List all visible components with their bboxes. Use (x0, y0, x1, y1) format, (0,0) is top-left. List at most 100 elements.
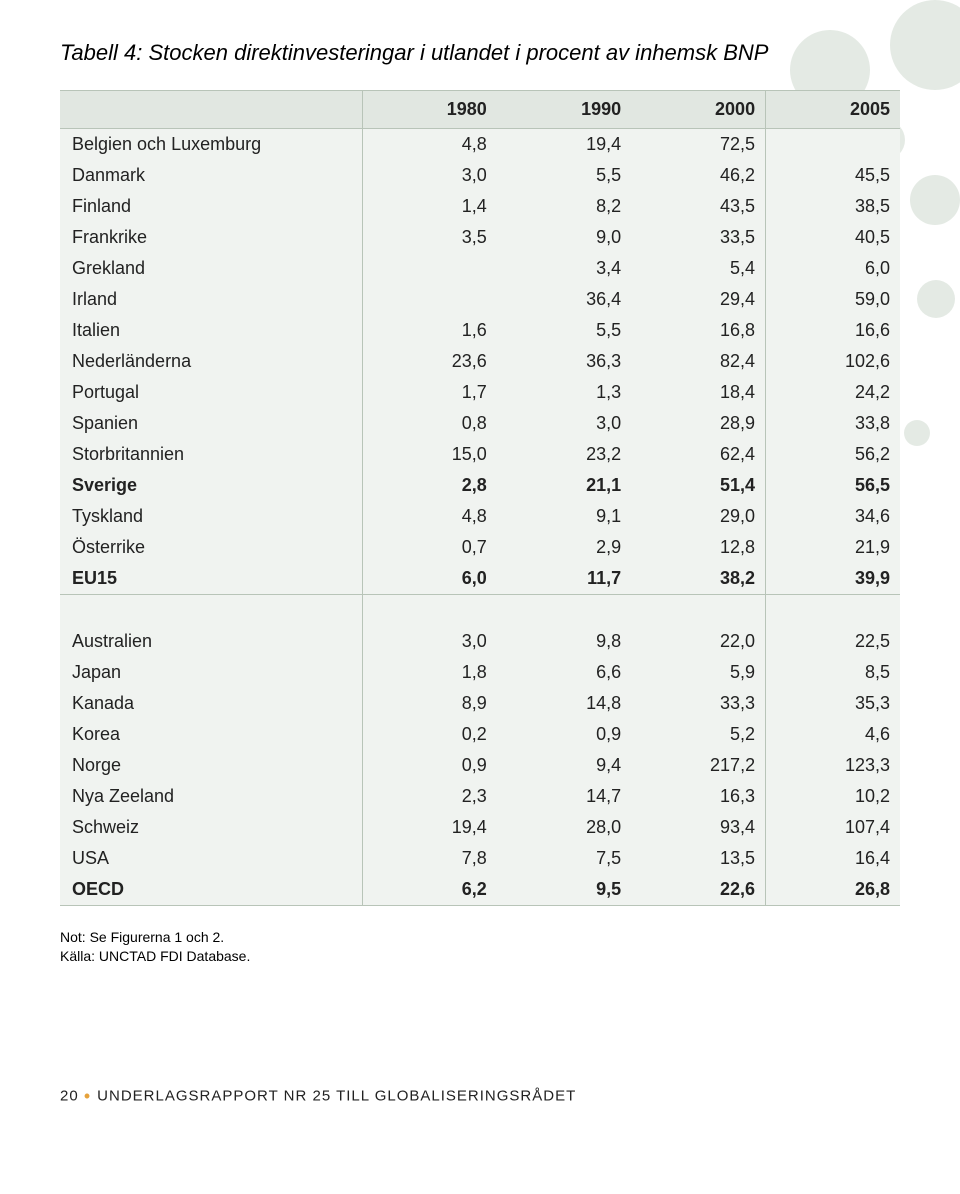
footer-dot-icon: • (84, 1086, 97, 1106)
cell-value: 59,0 (766, 284, 900, 315)
cell-value: 16,3 (631, 781, 765, 812)
cell-value: 62,4 (631, 439, 765, 470)
cell-value: 7,5 (497, 843, 631, 874)
cell-value: 38,5 (766, 191, 900, 222)
cell-value: 8,9 (362, 688, 496, 719)
table-row: Spanien0,83,028,933,8 (60, 408, 900, 439)
row-label: Schweiz (60, 812, 362, 843)
table-row: Österrike0,72,912,821,9 (60, 532, 900, 563)
cell-value: 5,5 (497, 315, 631, 346)
data-table: 1980 1990 2000 2005 Belgien och Luxembur… (60, 90, 900, 906)
cell-value: 40,5 (766, 222, 900, 253)
cell-value: 15,0 (362, 439, 496, 470)
cell-value: 33,5 (631, 222, 765, 253)
footer-text: UNDERLAGSRAPPORT NR 25 TILL GLOBALISERIN… (97, 1087, 576, 1104)
cell-value: 1,3 (497, 377, 631, 408)
cell-value: 14,8 (497, 688, 631, 719)
table-row: Sverige2,821,151,456,5 (60, 470, 900, 501)
col-country (60, 91, 362, 129)
cell-value: 14,7 (497, 781, 631, 812)
row-label: Sverige (60, 470, 362, 501)
cell-value: 22,6 (631, 874, 765, 906)
row-label: Danmark (60, 160, 362, 191)
cell-value: 28,9 (631, 408, 765, 439)
cell-value: 1,4 (362, 191, 496, 222)
table-header-row: 1980 1990 2000 2005 (60, 91, 900, 129)
cell-value: 22,5 (766, 626, 900, 657)
row-label: Frankrike (60, 222, 362, 253)
cell-value: 21,1 (497, 470, 631, 501)
cell-value: 28,0 (497, 812, 631, 843)
col-1980: 1980 (362, 91, 496, 129)
cell-value: 2,8 (362, 470, 496, 501)
cell-value: 0,9 (362, 750, 496, 781)
table-row: Australien3,09,822,022,5 (60, 626, 900, 657)
table-notes: Not: Se Figurerna 1 och 2. Källa: UNCTAD… (60, 928, 900, 966)
cell-value: 12,8 (631, 532, 765, 563)
table-row: Danmark3,05,546,245,5 (60, 160, 900, 191)
spacer-row (60, 595, 900, 627)
cell-value: 102,6 (766, 346, 900, 377)
cell-value: 39,9 (766, 563, 900, 595)
cell-value: 46,2 (631, 160, 765, 191)
cell-value: 18,4 (631, 377, 765, 408)
table-row: Grekland3,45,46,0 (60, 253, 900, 284)
table-row: Kanada8,914,833,335,3 (60, 688, 900, 719)
spacer-cell (60, 595, 362, 627)
table-row: Korea0,20,95,24,6 (60, 719, 900, 750)
cell-value (766, 129, 900, 161)
cell-value: 9,4 (497, 750, 631, 781)
row-label: Japan (60, 657, 362, 688)
cell-value: 43,5 (631, 191, 765, 222)
cell-value: 56,5 (766, 470, 900, 501)
spacer-cell (497, 595, 631, 627)
cell-value: 16,4 (766, 843, 900, 874)
cell-value: 0,7 (362, 532, 496, 563)
cell-value: 3,5 (362, 222, 496, 253)
col-1990: 1990 (497, 91, 631, 129)
row-label: Kanada (60, 688, 362, 719)
cell-value: 10,2 (766, 781, 900, 812)
row-label: Finland (60, 191, 362, 222)
cell-value: 29,0 (631, 501, 765, 532)
cell-value: 0,9 (497, 719, 631, 750)
table-row: Japan1,86,65,98,5 (60, 657, 900, 688)
row-label: Korea (60, 719, 362, 750)
cell-value: 19,4 (362, 812, 496, 843)
cell-value: 9,1 (497, 501, 631, 532)
cell-value: 9,8 (497, 626, 631, 657)
row-label: USA (60, 843, 362, 874)
cell-value: 35,3 (766, 688, 900, 719)
row-label: Nederländerna (60, 346, 362, 377)
cell-value: 3,4 (497, 253, 631, 284)
table-row: EU156,011,738,239,9 (60, 563, 900, 595)
cell-value: 21,9 (766, 532, 900, 563)
note-line: Källa: UNCTAD FDI Database. (60, 947, 900, 966)
table-title: Tabell 4: Stocken direktinvesteringar i … (60, 40, 900, 66)
table-row: Irland36,429,459,0 (60, 284, 900, 315)
cell-value: 4,8 (362, 129, 496, 161)
cell-value: 2,3 (362, 781, 496, 812)
cell-value: 9,0 (497, 222, 631, 253)
cell-value: 5,5 (497, 160, 631, 191)
cell-value: 107,4 (766, 812, 900, 843)
cell-value: 56,2 (766, 439, 900, 470)
row-label: Italien (60, 315, 362, 346)
cell-value: 3,0 (497, 408, 631, 439)
cell-value: 1,8 (362, 657, 496, 688)
cell-value: 51,4 (631, 470, 765, 501)
row-label: Australien (60, 626, 362, 657)
note-line: Not: Se Figurerna 1 och 2. (60, 928, 900, 947)
row-label: Grekland (60, 253, 362, 284)
cell-value: 19,4 (497, 129, 631, 161)
cell-value: 7,8 (362, 843, 496, 874)
cell-value: 9,5 (497, 874, 631, 906)
cell-value: 8,2 (497, 191, 631, 222)
page-number: 20 (60, 1087, 79, 1104)
cell-value: 45,5 (766, 160, 900, 191)
cell-value: 3,0 (362, 160, 496, 191)
table-row: Schweiz19,428,093,4107,4 (60, 812, 900, 843)
cell-value: 6,6 (497, 657, 631, 688)
row-label: OECD (60, 874, 362, 906)
cell-value (362, 284, 496, 315)
